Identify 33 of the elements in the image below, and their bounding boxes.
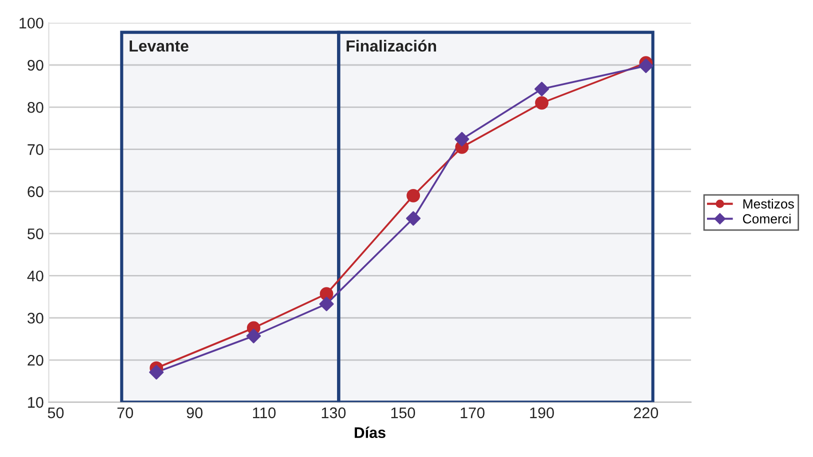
x-tick-label: 150 [391, 407, 416, 418]
x-axis-title: Días [354, 426, 386, 438]
point [454, 132, 470, 146]
y-tick-label: 20 [28, 354, 44, 366]
point [535, 96, 548, 110]
x-tick-label: 110 [253, 407, 276, 418]
legend-label: Comerci [743, 214, 791, 224]
y-tick-label: 30 [28, 312, 44, 324]
y-tick-label: 100 [20, 18, 44, 29]
point [406, 188, 420, 202]
point [406, 211, 421, 226]
x-tick-label: 220 [634, 407, 658, 418]
point [319, 296, 334, 312]
y-tick-label: 80 [28, 102, 44, 113]
y-tick-label: 90 [28, 60, 44, 71]
x-tick-label: 90 [186, 407, 202, 418]
point [534, 82, 550, 96]
y-tick-label: 70 [28, 144, 44, 155]
band-label: Levante [130, 40, 188, 52]
y-tick-label: 50 [28, 228, 44, 240]
y-tick-label: 60 [28, 186, 44, 198]
x-tick-label: 190 [530, 407, 554, 418]
point [149, 364, 164, 380]
y-tick-label: 40 [27, 270, 44, 282]
x-tick-label: 50 [48, 407, 64, 418]
point [246, 328, 261, 344]
legend-label: Mestizos [743, 198, 794, 209]
x-tick-label: 70 [117, 407, 134, 418]
y-tick-label: 10 [28, 397, 44, 408]
band-label: Finalización [346, 40, 436, 52]
point [638, 58, 654, 74]
x-tick-label: 130 [322, 407, 346, 418]
x-tick-label: 170 [460, 407, 484, 418]
